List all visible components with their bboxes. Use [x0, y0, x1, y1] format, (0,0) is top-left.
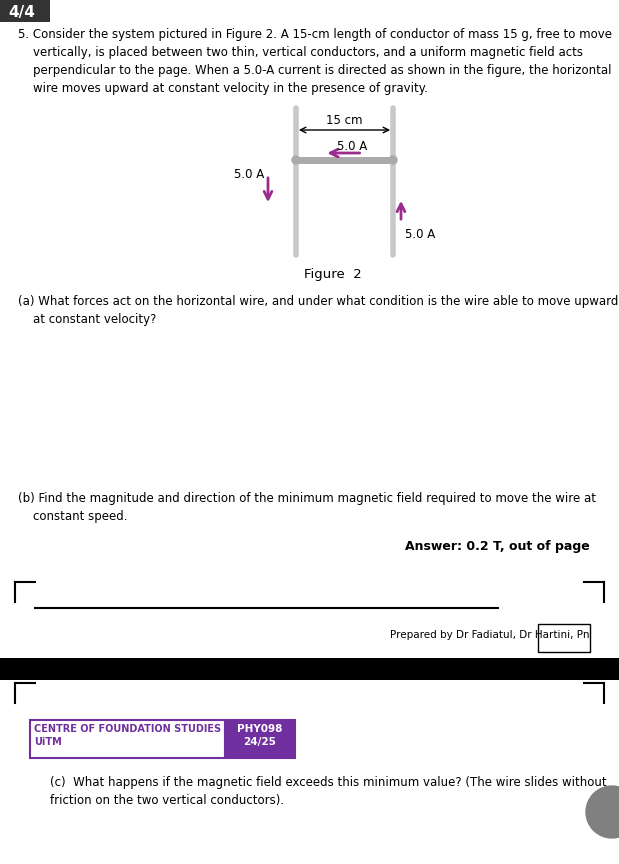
Bar: [0, 658, 619, 680]
Circle shape: [292, 156, 300, 164]
Bar: [225, 720, 295, 758]
Text: 5.0 A: 5.0 A: [405, 228, 435, 241]
Text: 5. Consider the system pictured in Figure 2. A 15-cm length of conductor of mass: 5. Consider the system pictured in Figur…: [18, 28, 612, 95]
Text: 5.0 A: 5.0 A: [234, 168, 264, 181]
Bar: [538, 624, 590, 652]
Text: Answer: 0.2 T, out of page: Answer: 0.2 T, out of page: [405, 540, 590, 553]
Text: CENTRE OF FOUNDATION STUDIES
UiTM: CENTRE OF FOUNDATION STUDIES UiTM: [34, 724, 221, 747]
Text: 15 cm: 15 cm: [326, 114, 363, 127]
Bar: [0, 0, 50, 22]
Text: 5.0 A: 5.0 A: [337, 140, 368, 153]
Circle shape: [389, 156, 397, 164]
Text: Prepared by Dr Fadiatul, Dr Hartini, Pn: Prepared by Dr Fadiatul, Dr Hartini, Pn: [390, 630, 593, 640]
Bar: [30, 720, 225, 758]
Circle shape: [586, 786, 619, 838]
Text: (b) Find the magnitude and direction of the minimum magnetic field required to m: (b) Find the magnitude and direction of …: [18, 492, 596, 523]
Text: 4/4: 4/4: [8, 5, 35, 20]
Text: (c)  What happens if the magnetic field exceeds this minimum value? (The wire sl: (c) What happens if the magnetic field e…: [50, 776, 607, 807]
Text: PHY098
24/25: PHY098 24/25: [237, 724, 283, 747]
Text: Figure  2: Figure 2: [304, 268, 362, 281]
Text: (a) What forces act on the horizontal wire, and under what condition is the wire: (a) What forces act on the horizontal wi…: [18, 295, 618, 326]
